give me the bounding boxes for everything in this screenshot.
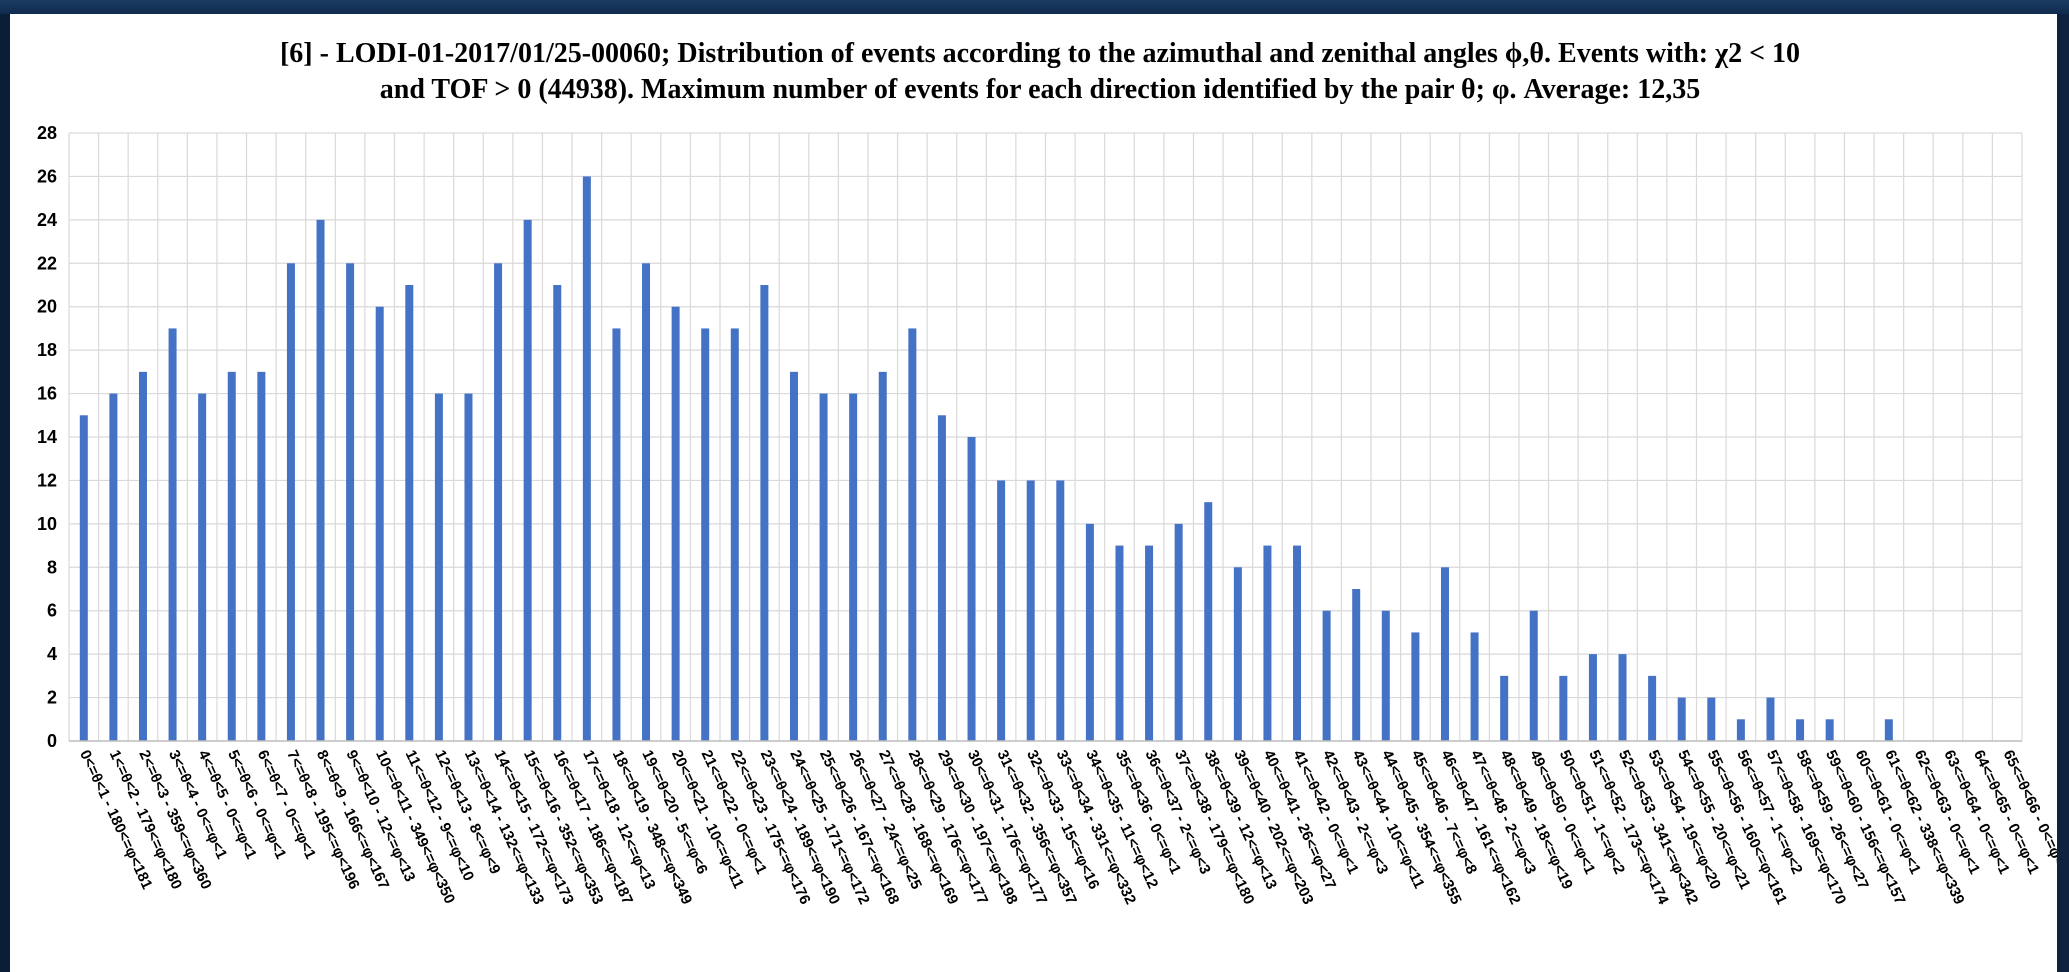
y-tick-label: 16 (37, 384, 57, 404)
bar[interactable] (198, 393, 207, 741)
bar[interactable] (612, 328, 621, 741)
bar[interactable] (1766, 697, 1775, 741)
bar[interactable] (671, 306, 680, 741)
bar[interactable] (257, 371, 266, 741)
y-tick-label: 4 (47, 644, 57, 664)
bar[interactable] (405, 285, 414, 741)
window-top-bar (0, 0, 2069, 14)
bar[interactable] (346, 263, 355, 741)
bar[interactable] (1796, 719, 1805, 741)
bar[interactable] (819, 393, 828, 741)
chart-title: [6] - LODI-01-2017/01/25-00060; Distribu… (130, 36, 1950, 108)
bar[interactable] (375, 306, 384, 741)
bar[interactable] (789, 371, 798, 741)
bar[interactable] (937, 415, 946, 741)
bar[interactable] (908, 328, 917, 741)
bar[interactable] (849, 393, 858, 741)
bar[interactable] (1026, 480, 1035, 741)
bar[interactable] (553, 285, 562, 741)
y-tick-label: 8 (47, 557, 57, 577)
y-tick-label: 2 (47, 688, 57, 708)
chart-title-line-2: and TOF > 0 (44938). Maximum number of e… (379, 74, 1701, 105)
bar[interactable] (642, 263, 651, 741)
bar[interactable] (1174, 523, 1183, 741)
bar[interactable] (1322, 610, 1331, 741)
bar[interactable] (701, 328, 710, 741)
y-tick-label: 18 (37, 340, 57, 360)
bar[interactable] (227, 371, 236, 741)
window-left-edge (0, 14, 10, 972)
chart-area[interactable]: [6] - LODI-01-2017/01/25-00060; Distribu… (10, 14, 2057, 972)
bar[interactable] (1056, 480, 1065, 741)
bar[interactable] (1233, 567, 1242, 741)
bar[interactable] (1440, 567, 1449, 741)
bar[interactable] (1648, 675, 1657, 741)
bar[interactable] (1884, 719, 1893, 741)
bar[interactable] (730, 328, 739, 741)
y-tick-label: 20 (37, 297, 57, 317)
y-tick-label: 22 (37, 253, 57, 273)
bar[interactable] (1204, 502, 1213, 741)
bar[interactable] (523, 219, 532, 741)
y-tick-label: 12 (37, 470, 57, 490)
bar[interactable] (1677, 697, 1686, 741)
bar[interactable] (997, 480, 1006, 741)
bar[interactable] (760, 285, 769, 741)
bar[interactable] (464, 393, 473, 741)
bar[interactable] (1263, 545, 1272, 741)
bar[interactable] (1559, 675, 1568, 741)
y-tick-label: 14 (37, 427, 57, 447)
bar[interactable] (286, 263, 295, 741)
bar[interactable] (1352, 589, 1361, 741)
bar[interactable] (434, 393, 443, 741)
y-tick-label: 10 (37, 514, 57, 534)
bar[interactable] (582, 176, 591, 741)
bar[interactable] (1293, 545, 1302, 741)
y-tick-label: 6 (47, 601, 57, 621)
bar[interactable] (1115, 545, 1124, 741)
bar[interactable] (138, 371, 147, 741)
bar[interactable] (494, 263, 503, 741)
y-tick-label: 28 (37, 123, 57, 143)
bar-series (79, 176, 1893, 741)
y-tick-label: 24 (37, 210, 57, 230)
bar[interactable] (1411, 632, 1420, 741)
chart-title-line-1: [6] - LODI-01-2017/01/25-00060; Distribu… (279, 38, 1801, 69)
bar[interactable] (1145, 545, 1154, 741)
grid-lines (68, 132, 2023, 742)
bar[interactable] (1618, 654, 1627, 741)
bar[interactable] (1381, 610, 1390, 741)
bar[interactable] (316, 219, 325, 741)
bar[interactable] (1085, 523, 1094, 741)
bar[interactable] (1470, 632, 1479, 741)
y-tick-label: 0 (47, 731, 57, 751)
bar[interactable] (1707, 697, 1716, 741)
bar[interactable] (1529, 610, 1538, 741)
bar[interactable] (967, 437, 976, 741)
bar[interactable] (1500, 675, 1509, 741)
bar[interactable] (109, 393, 118, 741)
bar[interactable] (168, 328, 177, 741)
bar[interactable] (79, 415, 88, 741)
bar[interactable] (1825, 719, 1834, 741)
y-tick-label: 26 (37, 166, 57, 186)
bar[interactable] (1736, 719, 1745, 741)
bar[interactable] (1588, 654, 1597, 741)
bar[interactable] (878, 371, 887, 741)
